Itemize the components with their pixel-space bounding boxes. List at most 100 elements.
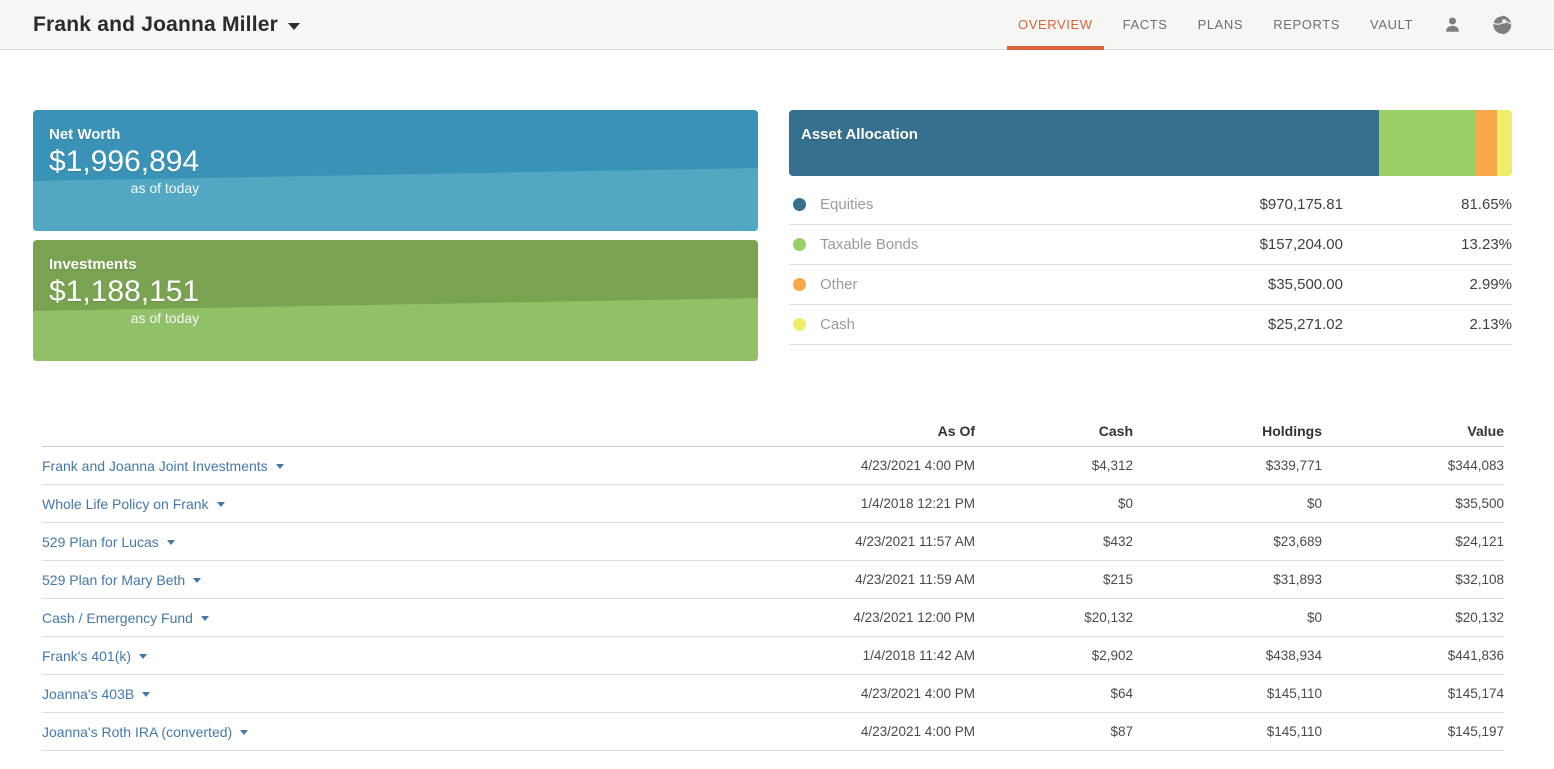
cell-cash: $215 <box>1102 572 1133 587</box>
summary-card[interactable]: Investments $1,188,151 as of today <box>33 240 758 361</box>
asset-allocation-bar: Asset Allocation <box>789 110 1512 176</box>
allocation-label: Cash <box>820 316 856 333</box>
cell-holdings: $339,771 <box>1265 458 1322 473</box>
allocation-segment <box>789 110 1380 176</box>
nav-tab[interactable]: PLANS <box>1198 0 1244 49</box>
column-header-value: Value <box>1467 422 1504 439</box>
account-link[interactable]: Cash / Emergency Fund <box>42 610 735 626</box>
chevron-down-icon <box>139 654 148 659</box>
client-selector[interactable]: Frank and Joanna Miller <box>33 13 300 37</box>
summary-card[interactable]: Net Worth $1,996,894 as of today <box>33 110 758 231</box>
table-row: Joanna's Roth IRA (converted) 4/23/2021 … <box>42 713 1504 751</box>
column-header-cash: Cash <box>1098 422 1133 439</box>
allocation-segment <box>1496 110 1512 176</box>
table-row: Joanna's 403B 4/23/2021 4:00 PM $64 $145… <box>42 675 1504 713</box>
nav-tab[interactable]: OVERVIEW <box>1007 0 1104 50</box>
allocation-percent: 2.13% <box>1469 316 1512 333</box>
asset-allocation-module: Asset Allocation <box>789 110 1512 361</box>
nav-tab-label: REPORTS <box>1273 17 1341 32</box>
allocation-dot-icon <box>793 238 806 251</box>
cell-as-of: 4/23/2021 11:59 AM <box>855 572 975 587</box>
cell-holdings: $23,689 <box>1273 534 1322 549</box>
chevron-down-icon <box>200 616 209 621</box>
account-name: Joanna's Roth IRA (converted) <box>42 723 233 740</box>
card-value: $1,996,894 <box>49 145 200 178</box>
globe-icon[interactable] <box>1492 14 1512 35</box>
account-name: Whole Life Policy on Frank <box>42 495 209 512</box>
cell-holdings: $31,893 <box>1273 572 1322 587</box>
card-content: Investments $1,188,151 as of today <box>33 240 758 328</box>
allocation-dot-icon <box>793 198 806 211</box>
account-link[interactable]: 529 Plan for Lucas <box>42 534 735 550</box>
allocation-label: Equities <box>820 196 874 213</box>
summary-cards: Net Worth $1,996,894 as of today Investm… <box>33 110 758 361</box>
allocation-label: Taxable Bonds <box>820 236 919 253</box>
nav-items: OVERVIEW FACTS PLANS REPORTS VAULT <box>1007 0 1413 50</box>
cell-as-of: 4/23/2021 4:00 PM <box>860 724 975 739</box>
allocation-value: $25,271.02 <box>1267 316 1343 333</box>
account-link[interactable]: Frank's 401(k) <box>42 648 735 664</box>
nav-tab[interactable]: REPORTS <box>1273 0 1340 49</box>
allocation-dot-icon <box>793 318 806 331</box>
cell-value: $344,083 <box>1447 458 1504 473</box>
cell-as-of: 4/23/2021 4:00 PM <box>860 458 975 473</box>
account-link[interactable]: Whole Life Policy on Frank <box>42 496 735 512</box>
card-title: Net Worth <box>49 126 121 143</box>
main-nav: OVERVIEW FACTS PLANS REPORTS VAULT <box>1007 0 1512 50</box>
accounts-table: As Of Cash Holdings Value Frank and Joan… <box>42 415 1504 751</box>
table-row: Frank's 401(k) 1/4/2018 11:42 AM $2,902 … <box>42 637 1504 675</box>
cell-cash: $87 <box>1110 724 1133 739</box>
cell-holdings: $145,110 <box>1266 686 1322 701</box>
account-name: Frank and Joanna Joint Investments <box>42 457 268 474</box>
allocation-legend-row: Cash $25,271.02 2.13% <box>789 305 1512 345</box>
client-name: Frank and Joanna Miller <box>33 12 278 36</box>
allocation-legend: Equities $970,175.81 81.65% Taxable Bond… <box>789 185 1512 345</box>
table-row: Frank and Joanna Joint Investments 4/23/… <box>42 447 1504 485</box>
nav-tab-label: PLANS <box>1197 17 1244 32</box>
chevron-down-icon <box>216 502 225 507</box>
nav-tab-label: VAULT <box>1370 17 1413 32</box>
chevron-down-icon <box>240 730 249 735</box>
cell-value: $145,174 <box>1447 686 1504 701</box>
cell-holdings: $145,110 <box>1266 724 1322 739</box>
allocation-label: Other <box>820 276 858 293</box>
nav-tab[interactable]: FACTS <box>1123 0 1168 49</box>
cell-holdings: $438,934 <box>1265 648 1322 663</box>
account-link[interactable]: Frank and Joanna Joint Investments <box>42 458 735 474</box>
allocation-legend-row: Other $35,500.00 2.99% <box>789 265 1512 305</box>
account-name: Frank's 401(k) <box>42 647 132 664</box>
cell-cash: $4,312 <box>1091 458 1133 473</box>
nav-tab-label: OVERVIEW <box>1018 17 1093 32</box>
cell-holdings: $0 <box>1306 496 1322 511</box>
account-name: 529 Plan for Lucas <box>42 533 159 550</box>
cell-cash: $64 <box>1110 686 1133 701</box>
column-header-holdings: Holdings <box>1262 422 1322 439</box>
user-icon[interactable] <box>1443 15 1462 34</box>
chevron-down-icon <box>193 578 202 583</box>
asset-allocation-title: Asset Allocation <box>801 126 918 143</box>
table-row: Whole Life Policy on Frank 1/4/2018 12:2… <box>42 485 1504 523</box>
account-name: 529 Plan for Mary Beth <box>42 571 186 588</box>
chevron-down-icon <box>275 464 284 469</box>
cell-holdings: $0 <box>1306 610 1322 625</box>
card-caption: as of today <box>130 179 200 196</box>
nav-tab[interactable]: VAULT <box>1370 0 1413 49</box>
card-title: Investments <box>49 256 137 273</box>
cell-value: $441,836 <box>1447 648 1504 663</box>
allocation-percent: 2.99% <box>1469 276 1512 293</box>
cell-cash: $20,132 <box>1084 610 1133 625</box>
table-row: 529 Plan for Lucas 4/23/2021 11:57 AM $4… <box>42 523 1504 561</box>
account-link[interactable]: 529 Plan for Mary Beth <box>42 572 735 588</box>
cell-value: $35,500 <box>1455 496 1504 511</box>
allocation-legend-row: Taxable Bonds $157,204.00 13.23% <box>789 225 1512 265</box>
cell-as-of: 4/23/2021 12:00 PM <box>853 610 975 625</box>
cell-as-of: 4/23/2021 4:00 PM <box>860 686 975 701</box>
table-row: 529 Plan for Mary Beth 4/23/2021 11:59 A… <box>42 561 1504 599</box>
allocation-percent: 13.23% <box>1461 236 1512 253</box>
accounts-table-header: As Of Cash Holdings Value <box>42 415 1504 447</box>
account-link[interactable]: Joanna's Roth IRA (converted) <box>42 724 735 740</box>
cell-as-of: 1/4/2018 12:21 PM <box>860 496 975 511</box>
cell-cash: $2,902 <box>1091 648 1133 663</box>
allocation-segments <box>789 110 1512 176</box>
account-link[interactable]: Joanna's 403B <box>42 686 735 702</box>
